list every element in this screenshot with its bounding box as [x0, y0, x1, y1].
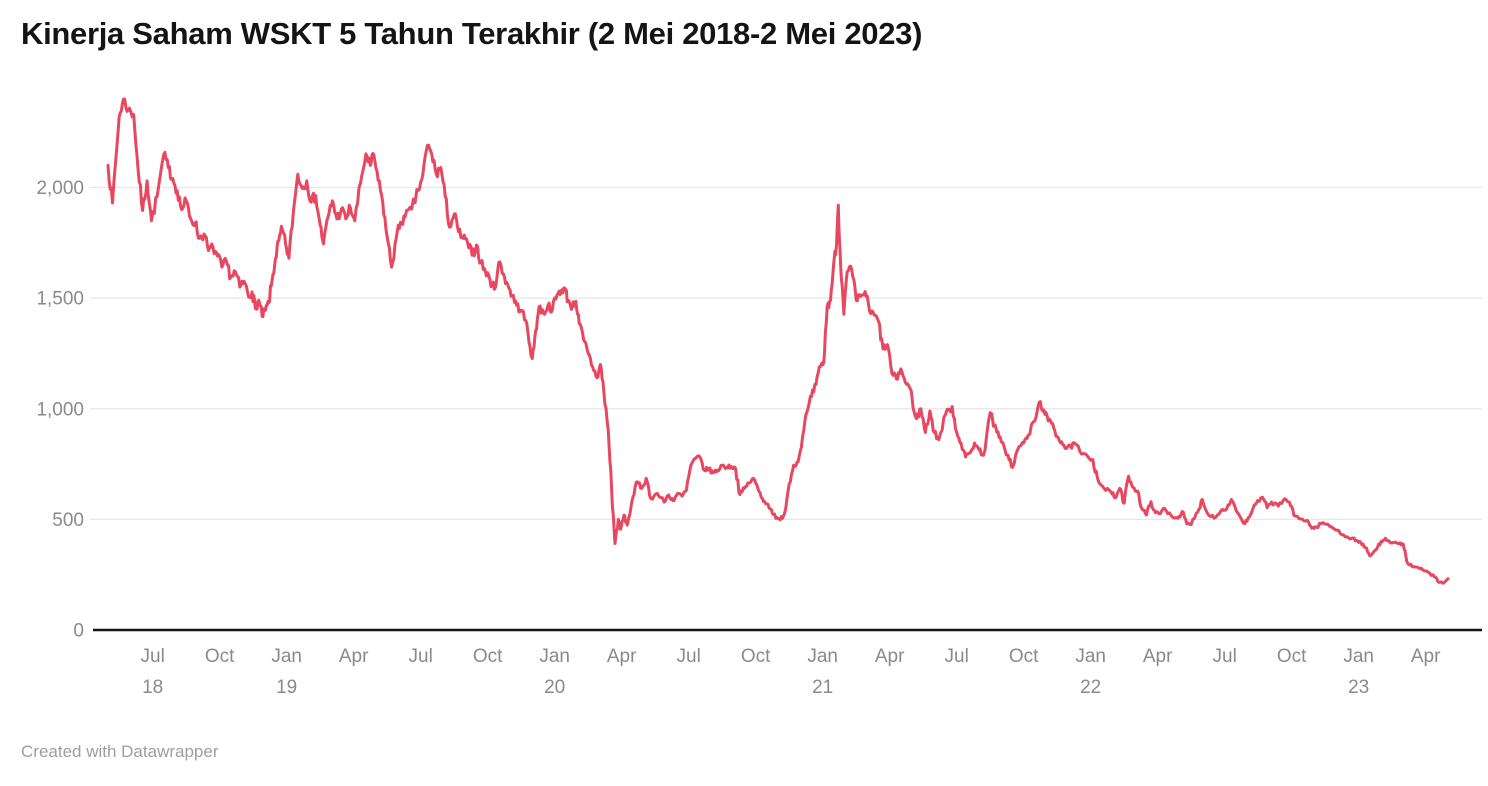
x-tick-year: 18 [142, 677, 163, 698]
y-tick-label: 2,000 [36, 178, 84, 199]
x-tick-month: Apr [339, 646, 369, 667]
x-tick-year: 22 [1080, 677, 1101, 698]
x-tick-month: Jan [807, 646, 838, 667]
x-tick-year: 20 [544, 677, 565, 698]
y-tick-label: 1,000 [36, 399, 84, 420]
x-tick-month: Oct [1009, 646, 1039, 667]
x-tick-month: Jan [271, 646, 302, 667]
x-tick-year: 23 [1348, 677, 1369, 698]
x-tick-month: Apr [1411, 646, 1441, 667]
y-tick-label: 500 [52, 510, 84, 531]
x-tick-month: Oct [205, 646, 235, 667]
datawrapper-credit[interactable]: Created with Datawrapper [21, 742, 219, 761]
x-tick-month: Apr [1143, 646, 1173, 667]
x-tick-month: Apr [875, 646, 905, 667]
x-tick-month: Oct [473, 646, 503, 667]
x-tick-month: Jul [409, 646, 433, 667]
chart-title: Kinerja Saham WSKT 5 Tahun Terakhir (2 M… [21, 16, 923, 51]
x-tick-month: Jul [141, 646, 165, 667]
line-chart-canvas: 0 500 1,000 1,500 2,000 Jul 18 Oct Jan 19 Apr Jul Oc… [36, 97, 1482, 698]
x-tick-month: Oct [1277, 646, 1307, 667]
x-tick-month: Jan [1343, 646, 1374, 667]
price-line-wskt [106, 97, 1450, 585]
x-tick-month: Jul [677, 646, 701, 667]
x-tick-month: Jul [945, 646, 969, 667]
x-tick-month: Jan [539, 646, 570, 667]
y-tick-label: 0 [73, 621, 84, 642]
x-tick-month: Jul [1213, 646, 1237, 667]
y-tick-label: 1,500 [36, 289, 84, 310]
x-tick-year: 21 [812, 677, 833, 698]
x-tick-month: Oct [741, 646, 771, 667]
x-tick-year: 19 [276, 677, 297, 698]
x-tick-month: Jan [1075, 646, 1106, 667]
x-tick-month: Apr [607, 646, 637, 667]
